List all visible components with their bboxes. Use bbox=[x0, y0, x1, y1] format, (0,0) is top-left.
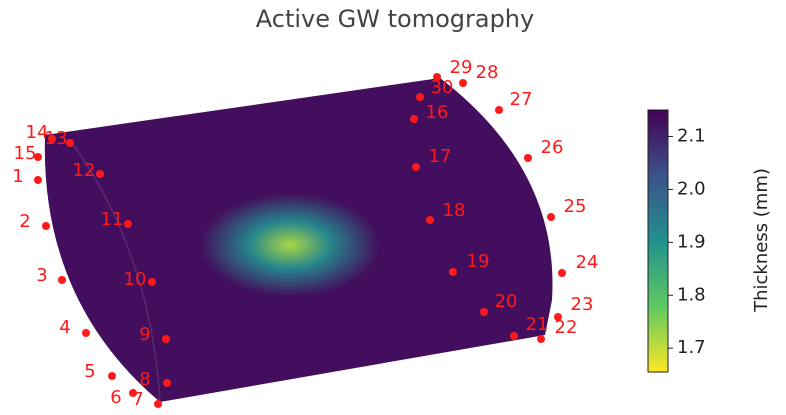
sensor-label: 6 bbox=[110, 387, 121, 408]
sensor-label: 5 bbox=[84, 361, 95, 382]
sensor-point bbox=[82, 329, 90, 337]
sensor-label: 28 bbox=[476, 62, 499, 83]
sensor-label: 13 bbox=[45, 128, 68, 149]
colorbar bbox=[647, 109, 669, 373]
sensor-label: 14 bbox=[26, 122, 49, 143]
sensor-point bbox=[96, 170, 104, 178]
sensor-label: 20 bbox=[495, 291, 518, 312]
sensor-label: 1 bbox=[12, 166, 23, 187]
sensor-label: 15 bbox=[14, 143, 37, 164]
colorbar-tick-label: 1.7 bbox=[677, 337, 706, 358]
sensor-point bbox=[154, 400, 162, 408]
colorbar-tick-label: 2.0 bbox=[677, 178, 706, 199]
sensor-point bbox=[495, 106, 503, 114]
sensor-point bbox=[510, 332, 518, 340]
colorbar-tick-label: 2.1 bbox=[677, 125, 706, 146]
sensor-label: 25 bbox=[564, 196, 587, 217]
sensor-label: 2 bbox=[19, 211, 30, 232]
sensor-label: 8 bbox=[139, 369, 150, 390]
sensor-point bbox=[48, 135, 56, 143]
sensor-point bbox=[433, 73, 441, 81]
colorbar-tick-label: 1.9 bbox=[677, 231, 706, 252]
sensor-point bbox=[459, 79, 467, 87]
sensor-point bbox=[148, 278, 156, 286]
sensor-point bbox=[416, 93, 424, 101]
cylinder-end-edge bbox=[69, 139, 161, 401]
sensor-point bbox=[554, 313, 562, 321]
sensor-point bbox=[426, 216, 434, 224]
sensor-point bbox=[547, 213, 555, 221]
sensor-label: 27 bbox=[510, 89, 533, 110]
sensor-label: 24 bbox=[576, 252, 599, 273]
sensor-label: 4 bbox=[59, 317, 70, 338]
sensor-point bbox=[537, 335, 545, 343]
sensor-label: 12 bbox=[73, 160, 96, 181]
sensor-label: 16 bbox=[426, 102, 449, 123]
sensor-label: 9 bbox=[139, 324, 150, 345]
sensor-point bbox=[42, 222, 50, 230]
sensor-label: 26 bbox=[541, 137, 564, 158]
sensor-point bbox=[129, 389, 137, 397]
sensor-label: 7 bbox=[132, 389, 143, 410]
sensor-label: 21 bbox=[526, 314, 549, 335]
sensor-point bbox=[124, 220, 132, 228]
sensor-point bbox=[108, 372, 116, 380]
sensor-label: 29 bbox=[450, 57, 473, 78]
colorbar-tick-label: 1.8 bbox=[677, 284, 706, 305]
sensor-point bbox=[66, 139, 74, 147]
sensor-point bbox=[524, 154, 532, 162]
sensor-point bbox=[480, 308, 488, 316]
sensor-point bbox=[34, 176, 42, 184]
sensor-label: 18 bbox=[443, 200, 466, 221]
sensor-label: 30 bbox=[431, 77, 454, 98]
sensor-point bbox=[558, 269, 566, 277]
sensor-point bbox=[449, 268, 457, 276]
colorbar-label: Thickness (mm) bbox=[751, 168, 772, 313]
chart-title: Active GW tomography bbox=[256, 5, 534, 33]
sensor-label: 10 bbox=[124, 269, 147, 290]
sensor-label: 3 bbox=[36, 265, 47, 286]
sensor-point bbox=[410, 115, 418, 123]
sensor-point bbox=[412, 163, 420, 171]
sensor-label: 23 bbox=[571, 294, 594, 315]
sensor-label: 19 bbox=[467, 251, 490, 272]
sensor-label: 22 bbox=[555, 317, 578, 338]
sensor-point bbox=[58, 276, 66, 284]
sensor-label: 11 bbox=[101, 209, 124, 230]
sensor-point bbox=[34, 153, 42, 161]
sensor-label: 17 bbox=[429, 146, 452, 167]
sensor-point bbox=[162, 335, 170, 343]
thickness-defect bbox=[200, 193, 380, 297]
sensor-point bbox=[163, 379, 171, 387]
